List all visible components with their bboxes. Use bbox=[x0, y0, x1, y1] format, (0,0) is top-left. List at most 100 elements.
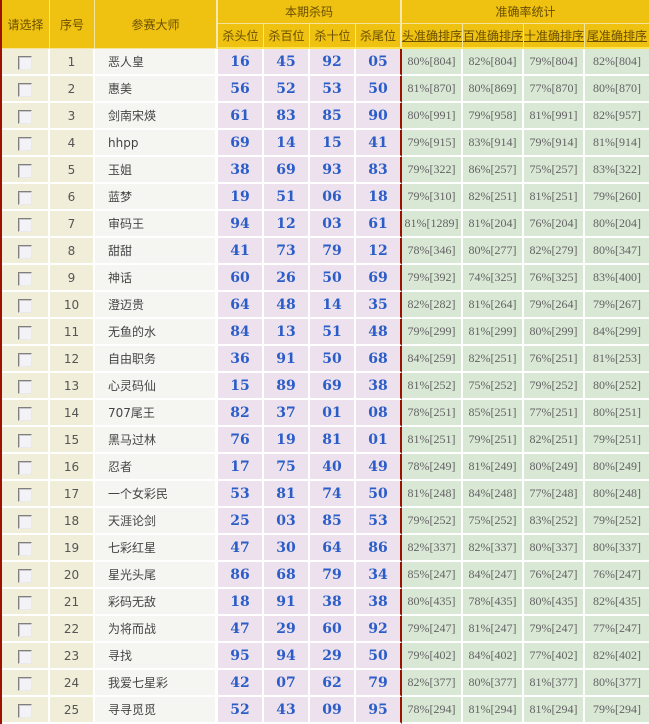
select-cell bbox=[2, 265, 50, 292]
kill-hundred-cell: 07 bbox=[264, 670, 310, 697]
table-row: 16 忍者 17 75 40 49 78%[249] 81%[249] 80%[… bbox=[2, 454, 649, 481]
sort-link-accuracy-hundred[interactable]: 百准确排序 bbox=[463, 24, 525, 49]
kill-hundred-cell: 30 bbox=[264, 535, 310, 562]
sort-link-accuracy-ten[interactable]: 十准确排序 bbox=[524, 24, 586, 49]
row-checkbox[interactable] bbox=[18, 595, 32, 610]
accuracy-hundred-cell: 79%[251] bbox=[463, 427, 525, 454]
select-cell bbox=[2, 157, 50, 184]
row-checkbox[interactable] bbox=[18, 460, 32, 475]
accuracy-ten-cell: 77%[248] bbox=[524, 481, 586, 508]
row-checkbox[interactable] bbox=[18, 379, 32, 394]
kill-hundred-cell: 94 bbox=[264, 643, 310, 670]
accuracy-ten-cell: 75%[257] bbox=[524, 157, 586, 184]
row-checkbox[interactable] bbox=[18, 352, 32, 367]
sort-link-accuracy-head[interactable]: 头准确排序 bbox=[402, 24, 464, 49]
accuracy-ten-cell: 77%[402] bbox=[524, 643, 586, 670]
accuracy-ten-cell: 81%[251] bbox=[524, 184, 586, 211]
select-cell bbox=[2, 130, 50, 157]
accuracy-head-cell: 79%[392] bbox=[402, 265, 464, 292]
accuracy-ten-cell: 82%[251] bbox=[524, 427, 586, 454]
row-checkbox[interactable] bbox=[18, 541, 32, 556]
row-checkbox[interactable] bbox=[18, 109, 32, 124]
accuracy-tail-cell: 80%[251] bbox=[585, 400, 649, 427]
kill-hundred-cell: 14 bbox=[264, 130, 310, 157]
seq-cell: 4 bbox=[50, 130, 95, 157]
row-checkbox[interactable] bbox=[18, 55, 32, 70]
seq-cell: 7 bbox=[50, 211, 95, 238]
accuracy-hundred-cell: 82%[251] bbox=[463, 184, 525, 211]
row-checkbox[interactable] bbox=[18, 568, 32, 583]
kill-head-cell: 41 bbox=[218, 238, 264, 265]
accuracy-ten-cell: 76%[204] bbox=[524, 211, 586, 238]
master-name: 707尾王 bbox=[95, 400, 218, 427]
row-checkbox[interactable] bbox=[18, 298, 32, 313]
accuracy-tail-cell: 82%[957] bbox=[585, 103, 649, 130]
select-cell bbox=[2, 238, 50, 265]
kill-tail-cell: 50 bbox=[356, 481, 403, 508]
master-name: 黑马过林 bbox=[95, 427, 218, 454]
master-name: 忍者 bbox=[95, 454, 218, 481]
row-checkbox[interactable] bbox=[18, 703, 32, 718]
accuracy-head-cell: 79%[402] bbox=[402, 643, 464, 670]
row-checkbox[interactable] bbox=[18, 136, 32, 151]
row-checkbox[interactable] bbox=[18, 406, 32, 421]
master-name: 惠美 bbox=[95, 76, 218, 103]
seq-cell: 8 bbox=[50, 238, 95, 265]
sort-link-accuracy-tail[interactable]: 尾准确排序 bbox=[585, 24, 649, 49]
table-row: 3 剑南宋煐 61 83 85 90 80%[991] 79%[958] 81%… bbox=[2, 103, 649, 130]
table-body: 1 恶人皇 16 45 92 05 80%[804] 82%[804] 79%[… bbox=[2, 49, 649, 724]
accuracy-ten-cell: 81%[377] bbox=[524, 670, 586, 697]
row-checkbox[interactable] bbox=[18, 325, 32, 340]
row-checkbox[interactable] bbox=[18, 163, 32, 178]
kill-tail-cell: 61 bbox=[356, 211, 403, 238]
select-cell bbox=[2, 589, 50, 616]
accuracy-tail-cell: 77%[247] bbox=[585, 616, 649, 643]
kill-ten-cell: 50 bbox=[310, 265, 356, 292]
select-cell bbox=[2, 292, 50, 319]
select-cell bbox=[2, 373, 50, 400]
col-header-kill-tail: 杀尾位 bbox=[356, 24, 403, 49]
row-checkbox[interactable] bbox=[18, 271, 32, 286]
accuracy-ten-cell: 80%[299] bbox=[524, 319, 586, 346]
kill-tail-cell: 83 bbox=[356, 157, 403, 184]
row-checkbox[interactable] bbox=[18, 676, 32, 691]
seq-cell: 19 bbox=[50, 535, 95, 562]
accuracy-tail-cell: 79%[252] bbox=[585, 508, 649, 535]
kill-head-cell: 38 bbox=[218, 157, 264, 184]
row-checkbox[interactable] bbox=[18, 433, 32, 448]
seq-cell: 11 bbox=[50, 319, 95, 346]
kill-hundred-cell: 29 bbox=[264, 616, 310, 643]
row-checkbox[interactable] bbox=[18, 244, 32, 259]
accuracy-ten-cell: 79%[247] bbox=[524, 616, 586, 643]
kill-tail-cell: 50 bbox=[356, 643, 403, 670]
kill-ten-cell: 29 bbox=[310, 643, 356, 670]
row-checkbox[interactable] bbox=[18, 649, 32, 664]
kill-ten-cell: 15 bbox=[310, 130, 356, 157]
row-checkbox[interactable] bbox=[18, 622, 32, 637]
row-checkbox[interactable] bbox=[18, 82, 32, 97]
accuracy-head-cell: 82%[282] bbox=[402, 292, 464, 319]
row-checkbox[interactable] bbox=[18, 514, 32, 529]
accuracy-tail-cell: 79%[251] bbox=[585, 427, 649, 454]
kill-tail-cell: 92 bbox=[356, 616, 403, 643]
kill-ten-cell: 92 bbox=[310, 49, 356, 76]
select-cell bbox=[2, 616, 50, 643]
row-checkbox[interactable] bbox=[18, 217, 32, 232]
accuracy-tail-cell: 84%[299] bbox=[585, 319, 649, 346]
table-row: 11 无鱼的水 84 13 51 48 79%[299] 81%[299] 80… bbox=[2, 319, 649, 346]
kill-tail-cell: 41 bbox=[356, 130, 403, 157]
master-name: 寻找 bbox=[95, 643, 218, 670]
kill-tail-cell: 35 bbox=[356, 292, 403, 319]
kill-head-cell: 25 bbox=[218, 508, 264, 535]
row-checkbox[interactable] bbox=[18, 190, 32, 205]
kill-head-cell: 52 bbox=[218, 697, 264, 724]
kill-ten-cell: 85 bbox=[310, 508, 356, 535]
row-checkbox[interactable] bbox=[18, 487, 32, 502]
accuracy-head-cell: 81%[252] bbox=[402, 373, 464, 400]
table-row: 5 玉姐 38 69 93 83 79%[322] 86%[257] 75%[2… bbox=[2, 157, 649, 184]
seq-cell: 10 bbox=[50, 292, 95, 319]
kill-hundred-cell: 81 bbox=[264, 481, 310, 508]
seq-cell: 9 bbox=[50, 265, 95, 292]
accuracy-head-cell: 79%[247] bbox=[402, 616, 464, 643]
accuracy-ten-cell: 83%[252] bbox=[524, 508, 586, 535]
